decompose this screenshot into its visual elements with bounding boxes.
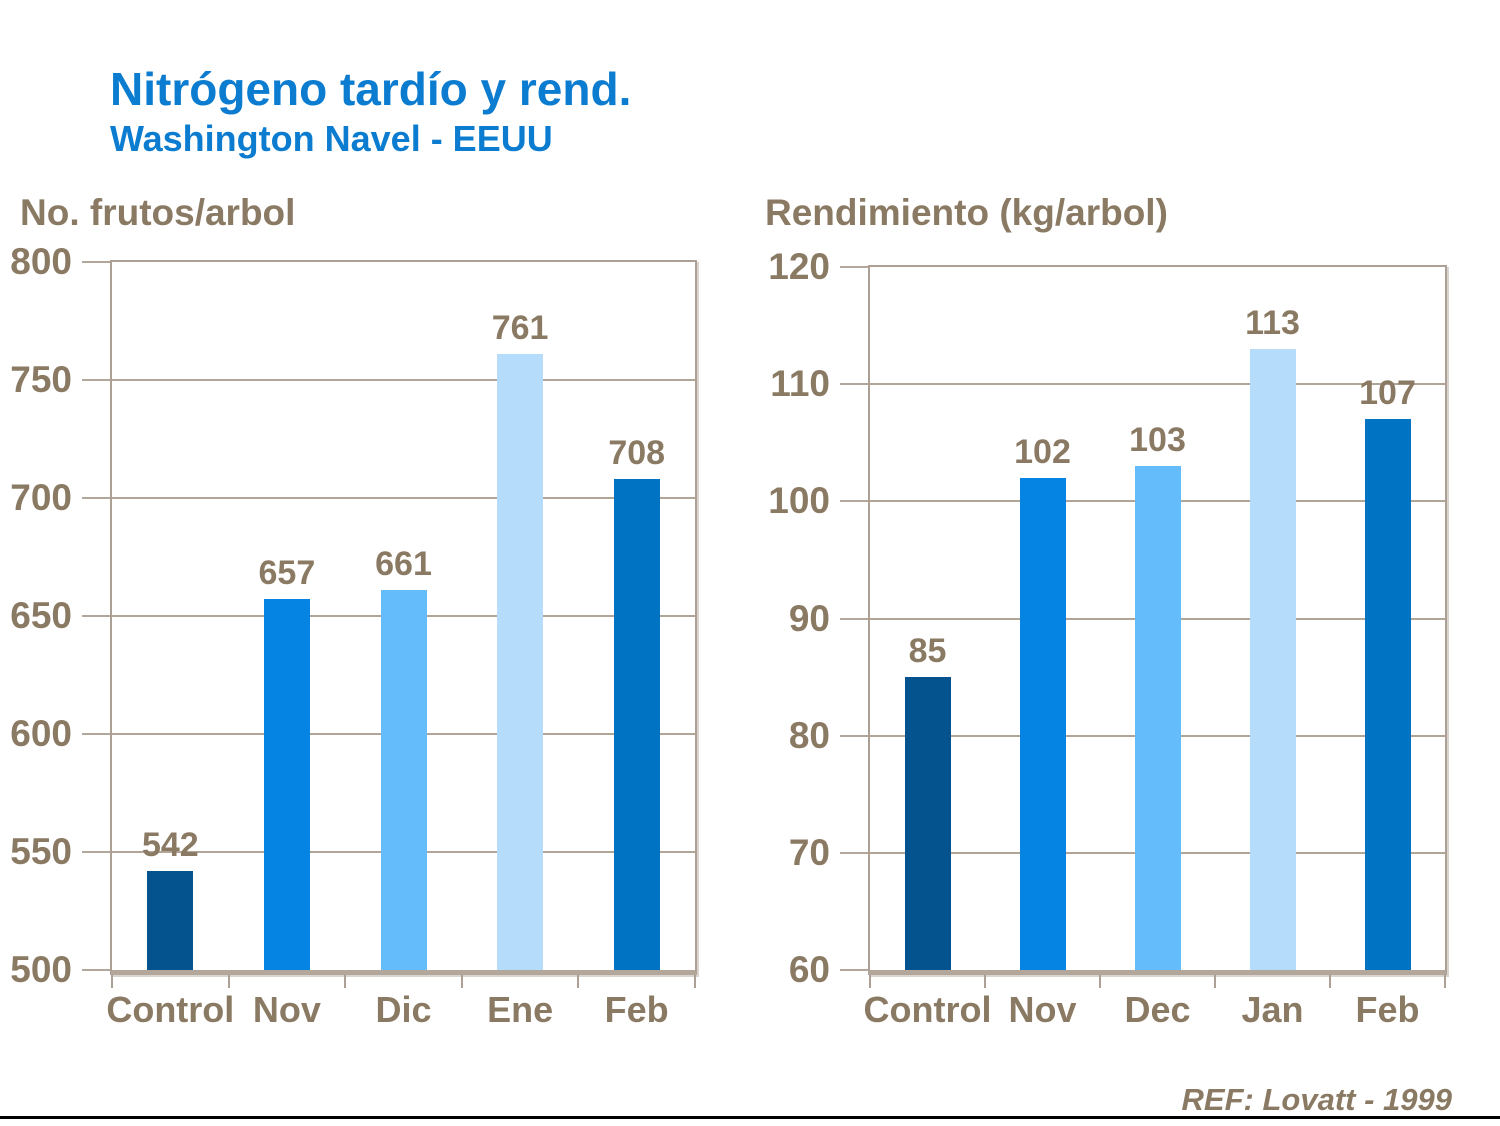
y-axis-label-700: 700 (10, 477, 72, 518)
bar-value-nov: 102 (1014, 432, 1071, 471)
x-axis-tick (460, 975, 463, 988)
gridline-110 (870, 383, 1445, 386)
bar-value-dic: 661 (375, 545, 432, 584)
bar-value-feb: 107 (1359, 374, 1416, 413)
yield-chart-plot: 60 70 80 90 100 110 120 85 Control 102 Nov 103 Dec 11… (768, 246, 1447, 1030)
x-axis-label-nov: Nov (1008, 989, 1077, 1030)
bar-value-nov: 657 (258, 554, 316, 593)
y-axis-tick-750 (82, 379, 110, 381)
bar-value-jan: 113 (1245, 304, 1300, 343)
y-axis-tick-500 (82, 969, 110, 971)
y-axis-tick-90 (840, 617, 868, 620)
bar-value-control: 85 (908, 632, 947, 671)
bar-feb (1364, 419, 1411, 970)
bar-value-feb: 708 (608, 434, 666, 473)
x-axis-tick (111, 975, 113, 988)
y-axis-label-600: 600 (10, 713, 72, 754)
page-subtitle: Washington Navel - EEUU (110, 118, 553, 159)
x-axis-label-jan: Jan (1241, 989, 1304, 1030)
x-axis-tick (227, 975, 230, 988)
x-axis-label-dic: Dic (375, 989, 432, 1030)
x-axis-tick (984, 975, 986, 988)
y-axis-tick-600 (82, 733, 110, 735)
y-axis-label-650: 650 (10, 595, 72, 636)
x-axis-tick (869, 975, 871, 988)
x-axis-tick (1099, 975, 1101, 988)
y-axis-tick-80 (840, 734, 868, 737)
x-axis-label-ene: Ene (487, 989, 554, 1030)
bar-dec (1134, 466, 1181, 970)
y-axis-label-110: 110 (770, 363, 830, 405)
y-axis-label-80: 80 (788, 714, 830, 756)
bar-value-dec: 103 (1129, 421, 1186, 460)
x-axis-label-dec: Dec (1124, 989, 1191, 1030)
bar-dic (380, 590, 427, 970)
bar-jan (1249, 349, 1296, 970)
y-axis-tick-120 (840, 266, 868, 268)
bar-value-control: 542 (141, 825, 199, 864)
bar-nov (1019, 477, 1066, 970)
x-axis-tick (1214, 975, 1216, 988)
bar-value-ene: 761 (491, 309, 549, 348)
x-axis-tick (694, 975, 696, 988)
x-axis-label-control: Control (863, 989, 992, 1030)
bar-control (147, 870, 194, 970)
x-axis-tick (577, 975, 580, 988)
gridline-750 (112, 379, 695, 381)
y-axis-tick-110 (840, 383, 868, 386)
x-axis-tick (1444, 975, 1446, 988)
y-axis-label-750: 750 (10, 359, 72, 400)
x-axis-tick (1329, 975, 1331, 988)
bar-nov (263, 599, 310, 970)
y-axis-tick-700 (82, 497, 110, 499)
y-axis-tick-70 (840, 851, 868, 854)
bottom-divider (0, 1116, 1500, 1119)
y-axis-label-500: 500 (10, 949, 72, 990)
y-axis-label-100: 100 (768, 480, 830, 522)
y-axis-label-120: 120 (768, 246, 830, 287)
x-axis-label-feb: Feb (604, 989, 669, 1030)
gridline-700 (112, 497, 695, 499)
bar-ene (497, 354, 544, 970)
x-axis-label-nov: Nov (252, 989, 321, 1030)
reference-note: REF: Lovatt - 1999 (1181, 1082, 1452, 1117)
x-axis-label-feb: Feb (1355, 989, 1420, 1030)
y-axis-tick-100 (840, 500, 868, 503)
y-axis-label-800: 800 (10, 241, 72, 282)
fruits-chart-axis-title: No. frutos/arbol (20, 192, 296, 233)
y-axis-tick-550 (82, 851, 110, 853)
x-axis-tick (344, 975, 347, 988)
bar-feb (613, 479, 660, 970)
y-axis-tick-800 (82, 261, 110, 263)
y-axis-label-550: 550 (10, 831, 72, 872)
bar-control (904, 677, 951, 970)
y-axis-label-60: 60 (788, 949, 830, 990)
fruits-chart-plot: 500 550 600 650 700 750 800 542 Control 657 Nov 661… (10, 241, 697, 1030)
y-axis-label-90: 90 (788, 597, 830, 639)
x-axis-label-control: Control (106, 989, 235, 1030)
y-axis-tick-60 (840, 969, 868, 971)
yield-chart-axis-title: Rendimiento (kg/arbol) (765, 192, 1168, 233)
y-axis-tick-650 (82, 615, 110, 617)
y-axis-label-70: 70 (788, 831, 830, 873)
page-title: Nitrógeno tardío y rend. (110, 63, 632, 115)
